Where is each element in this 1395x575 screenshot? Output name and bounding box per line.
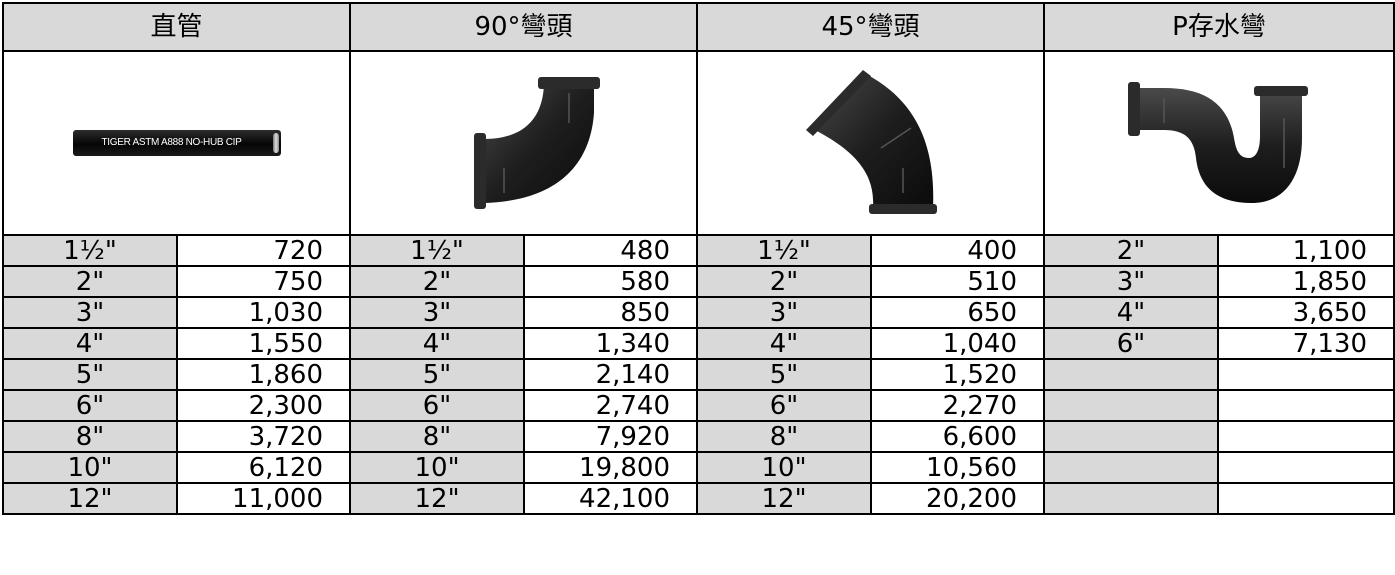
table-row: 2" 750 2" 580 2" 510 3" 1,850 <box>2 265 1395 298</box>
elbow-90-size-cell: 1½" <box>349 234 526 267</box>
p-trap-size-cell: 3" <box>1043 265 1220 298</box>
elbow-45-size-cell: 4" <box>696 327 873 360</box>
straight-pipe-size-cell: 3" <box>2 296 178 329</box>
elbow-90-size-cell: 4" <box>349 327 526 360</box>
p-trap-size-cell-empty <box>1043 420 1220 453</box>
elbow-90-price-cell: 2,740 <box>523 389 699 422</box>
table-row: 10" 6,120 10" 19,800 10" 10,560 <box>2 451 1395 484</box>
elbow-90-price-cell: 480 <box>523 234 699 267</box>
header-row: 直管 90°彎頭 45°彎頭 P存水彎 <box>1 2 1395 52</box>
elbow-45-price-cell: 20,200 <box>870 482 1046 515</box>
elbow-90-size-cell: 6" <box>349 389 526 422</box>
p-trap-price-cell-empty <box>1217 451 1395 484</box>
table-row: 12" 11,000 12" 42,100 12" 20,200 <box>2 482 1395 515</box>
elbow-45-size-cell: 3" <box>696 296 873 329</box>
elbow-90-size-cell: 10" <box>349 451 526 484</box>
straight-pipe-size-cell: 5" <box>2 358 178 391</box>
elbow-90-size-cell: 5" <box>349 358 526 391</box>
header-90-elbow: 90°彎頭 <box>349 2 699 52</box>
p-trap-price-cell-empty <box>1217 420 1395 453</box>
straight-pipe-size-cell: 6" <box>2 389 178 422</box>
elbow-45-size-cell: 12" <box>696 482 873 515</box>
straight-pipe-icon: TIGER ASTM A888 NO-HUB CIP <box>72 130 281 156</box>
elbow-45-image-cell <box>696 50 1046 236</box>
elbow-45-price-cell: 400 <box>870 234 1046 267</box>
p-trap-size-cell-empty <box>1043 482 1220 515</box>
elbow-90-size-cell: 3" <box>349 296 526 329</box>
elbow-45-price-cell: 2,270 <box>870 389 1046 422</box>
straight-pipe-price-cell: 1,550 <box>175 327 352 360</box>
straight-pipe-size-cell: 4" <box>2 327 178 360</box>
straight-pipe-price-cell: 1,030 <box>175 296 352 329</box>
p-trap-price-cell: 1,100 <box>1217 234 1395 267</box>
elbow-45-size-cell: 10" <box>696 451 873 484</box>
table-row: 4" 1,550 4" 1,340 4" 1,040 6" 7,130 <box>2 327 1395 360</box>
header-45-elbow: 45°彎頭 <box>696 2 1046 52</box>
straight-pipe-image-cell: TIGER ASTM A888 NO-HUB CIP <box>1 50 352 236</box>
straight-pipe-price-cell: 11,000 <box>175 482 352 515</box>
elbow-90-price-cell: 19,800 <box>523 451 699 484</box>
p-trap-size-cell-empty <box>1043 358 1220 391</box>
straight-pipe-size-cell: 1½" <box>2 234 178 267</box>
pipe-label: TIGER ASTM A888 NO-HUB CIP <box>101 137 242 148</box>
straight-pipe-size-cell: 12" <box>2 482 178 515</box>
image-row: TIGER ASTM A888 NO-HUB CIP <box>1 50 1395 236</box>
straight-pipe-size-cell: 8" <box>2 420 178 453</box>
table-row: 3" 1,030 3" 850 3" 650 4" 3,650 <box>2 296 1395 329</box>
p-trap-size-cell: 2" <box>1043 234 1220 267</box>
header-straight-pipe: 直管 <box>1 2 352 52</box>
p-trap-image-cell <box>1043 50 1395 236</box>
elbow-90-price-cell: 580 <box>523 265 699 298</box>
elbow-45-price-cell: 510 <box>870 265 1046 298</box>
p-trap-size-cell-empty <box>1043 451 1220 484</box>
elbow-45-price-cell: 650 <box>870 296 1046 329</box>
p-trap-icon <box>1128 82 1309 203</box>
straight-pipe-price-cell: 720 <box>175 234 352 267</box>
elbow-45-icon <box>805 70 937 214</box>
elbow-90-price-cell: 850 <box>523 296 699 329</box>
elbow-90-price-cell: 7,920 <box>523 420 699 453</box>
straight-pipe-size-cell: 2" <box>2 265 178 298</box>
elbow-90-price-cell: 42,100 <box>523 482 699 515</box>
straight-pipe-size-cell: 10" <box>2 451 178 484</box>
elbow-90-price-cell: 1,340 <box>523 327 699 360</box>
elbow-45-price-cell: 1,520 <box>870 358 1046 391</box>
straight-pipe-price-cell: 2,300 <box>175 389 352 422</box>
elbow-90-size-cell: 2" <box>349 265 526 298</box>
straight-pipe-price-cell: 3,720 <box>175 420 352 453</box>
p-trap-price-cell: 7,130 <box>1217 327 1395 360</box>
elbow-45-price-cell: 10,560 <box>870 451 1046 484</box>
header-p-trap: P存水彎 <box>1043 2 1395 52</box>
table-row: 1½" 720 1½" 480 1½" 400 2" 1,100 <box>2 234 1395 267</box>
straight-pipe-price-cell: 6,120 <box>175 451 352 484</box>
price-table: 直管 90°彎頭 45°彎頭 P存水彎 TIGER ASTM A888 NO-H… <box>1 2 1395 515</box>
elbow-45-size-cell: 8" <box>696 420 873 453</box>
elbow-90-size-cell: 8" <box>349 420 526 453</box>
elbow-90-icon <box>473 77 600 209</box>
table-row: 8" 3,720 8" 7,920 8" 6,600 <box>2 420 1395 453</box>
table-row: 5" 1,860 5" 2,140 5" 1,520 <box>2 358 1395 391</box>
elbow-45-size-cell: 6" <box>696 389 873 422</box>
p-trap-price-cell: 3,650 <box>1217 296 1395 329</box>
p-trap-price-cell-empty <box>1217 389 1395 422</box>
p-trap-price-cell-empty <box>1217 482 1395 515</box>
elbow-90-price-cell: 2,140 <box>523 358 699 391</box>
p-trap-size-cell: 4" <box>1043 296 1220 329</box>
p-trap-price-cell-empty <box>1217 358 1395 391</box>
elbow-45-size-cell: 1½" <box>696 234 873 267</box>
p-trap-price-cell: 1,850 <box>1217 265 1395 298</box>
elbow-45-price-cell: 6,600 <box>870 420 1046 453</box>
p-trap-size-cell: 6" <box>1043 327 1220 360</box>
elbow-90-size-cell: 12" <box>349 482 526 515</box>
straight-pipe-price-cell: 750 <box>175 265 352 298</box>
elbow-45-size-cell: 2" <box>696 265 873 298</box>
table-row: 6" 2,300 6" 2,740 6" 2,270 <box>2 389 1395 422</box>
elbow-90-image-cell <box>349 50 699 236</box>
straight-pipe-price-cell: 1,860 <box>175 358 352 391</box>
elbow-45-size-cell: 5" <box>696 358 873 391</box>
elbow-45-price-cell: 1,040 <box>870 327 1046 360</box>
p-trap-size-cell-empty <box>1043 389 1220 422</box>
